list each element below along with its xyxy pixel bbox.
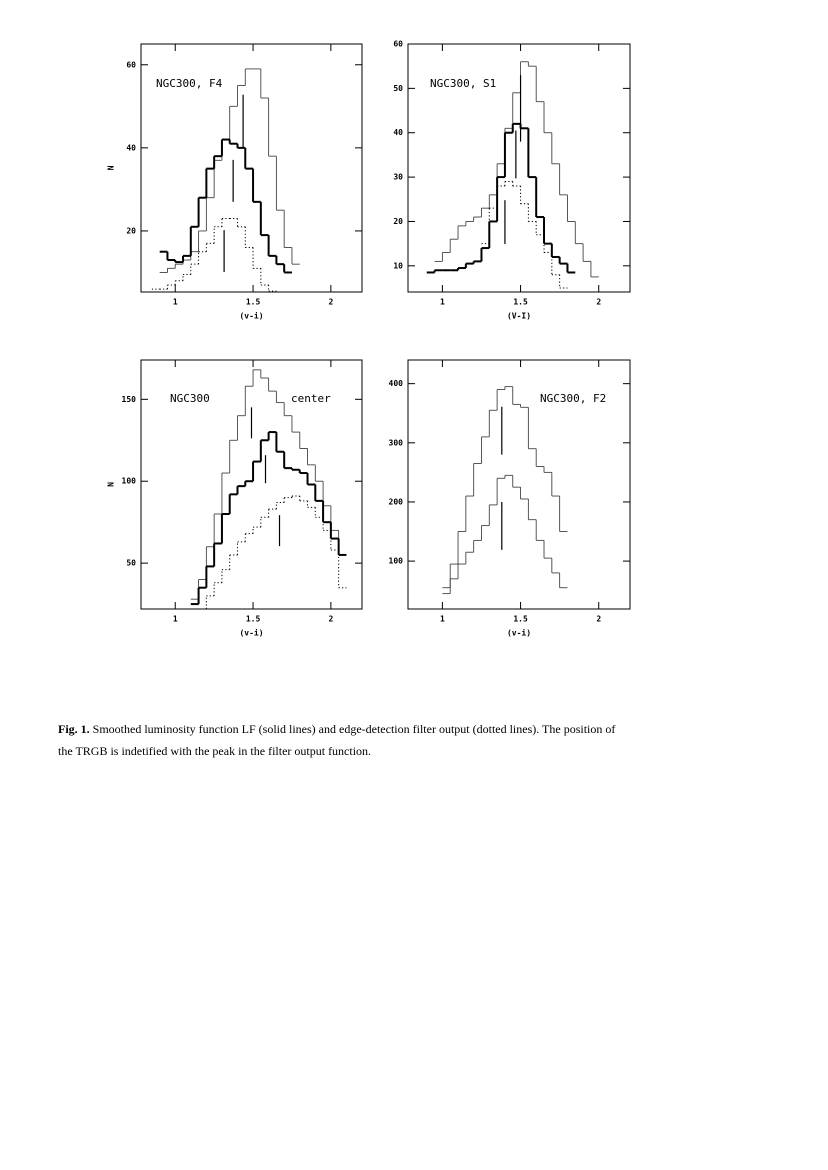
y-tick-label: 200 (389, 497, 404, 506)
y-tick-label: 60 (126, 60, 136, 69)
panel: 1 1.5 2 100 200 300 400 (v-i) NGC300, F2 (389, 359, 631, 638)
panel: 1 1.5 2 10 20 30 40 50 60 (V-I) NGC300, S1 (393, 40, 631, 321)
annotation: NGC300, F4 (156, 77, 223, 90)
plot-frame (140, 359, 363, 610)
x-tick-label: 2 (328, 298, 333, 307)
x-tick-label: 2 (596, 615, 601, 624)
y-tick-label: 100 (122, 477, 137, 486)
plot-frame (140, 43, 363, 293)
x-axis-label: (v-i) (239, 311, 263, 321)
y-tick-label: 30 (393, 173, 403, 182)
y-tick-label: 20 (393, 217, 403, 226)
y-tick-label: 10 (393, 261, 403, 270)
y-axis-label: N (107, 482, 116, 487)
x-tick-label: 1.5 (513, 298, 528, 307)
x-axis-label: (v-i) (239, 628, 263, 638)
y-tick-label: 40 (393, 128, 403, 137)
annotation: NGC300, S1 (430, 77, 496, 90)
panel: 1 1.5 2 20 40 60 (v-i) N NGC300, F4 (107, 43, 363, 321)
y-tick-label: 60 (393, 40, 403, 49)
caption-box: Fig. 1. Smoothed luminosity function LF … (58, 718, 618, 762)
y-tick-label: 40 (126, 143, 136, 152)
y-tick-label: 20 (126, 226, 136, 235)
x-axis-label: (V-I) (507, 312, 531, 321)
x-tick-label: 1 (173, 298, 178, 307)
y-tick-label: 50 (126, 559, 136, 568)
y-tick-label: 150 (122, 395, 137, 404)
y-tick-label: 400 (389, 379, 404, 388)
x-tick-label: 1 (440, 298, 445, 307)
y-axis-label: N (107, 165, 116, 170)
x-tick-label: 1.5 (246, 615, 261, 624)
x-tick-label: 1.5 (246, 298, 261, 307)
annotation: center (291, 392, 331, 405)
y-tick-label: 300 (389, 438, 404, 447)
plot-frame (407, 43, 631, 293)
annotation: NGC300, F2 (540, 392, 606, 405)
caption: Fig. 1. Smoothed luminosity function LF … (58, 718, 618, 762)
panel: 1 1.5 2 50 100 150 (v-i) N NGC300 center (107, 359, 363, 638)
plot-frame (407, 359, 631, 610)
y-tick-label: 100 (389, 557, 404, 566)
x-tick-label: 1 (440, 615, 445, 624)
x-tick-label: 1.5 (513, 615, 528, 624)
caption-label: Fig. 1. (58, 722, 90, 736)
annotation: NGC300 (170, 392, 210, 405)
x-tick-label: 2 (328, 615, 333, 624)
caption-text: Smoothed luminosity function LF (solid l… (58, 722, 616, 758)
x-axis-label: (v-i) (507, 628, 531, 638)
y-tick-label: 50 (393, 84, 403, 93)
x-tick-label: 2 (596, 298, 601, 307)
x-tick-label: 1 (173, 615, 178, 624)
